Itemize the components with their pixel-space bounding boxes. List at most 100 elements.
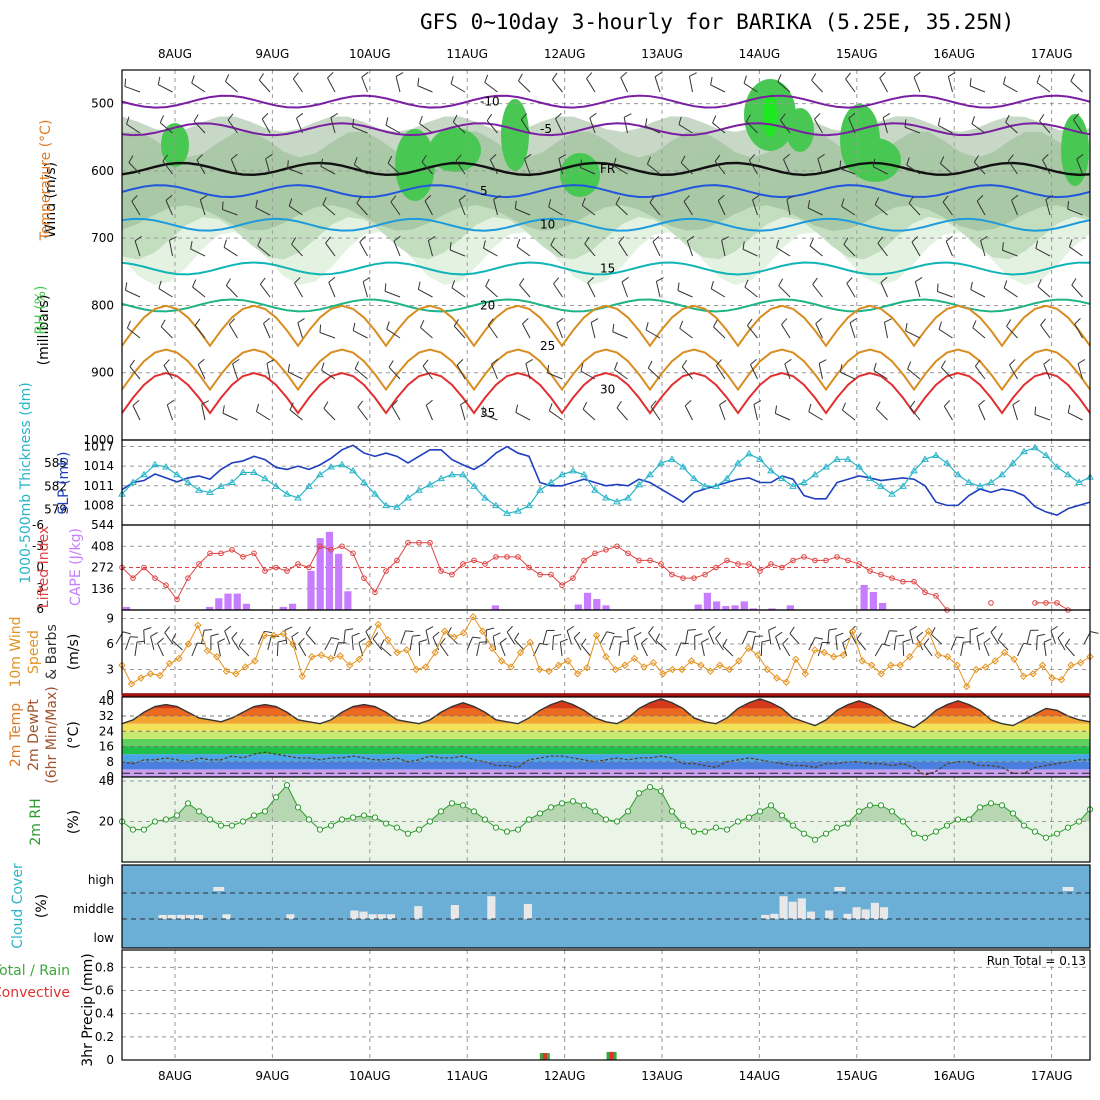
upper-wind-barb bbox=[1036, 82, 1051, 93]
lifted-index-marker bbox=[262, 568, 268, 574]
upper-wind-barb bbox=[840, 371, 856, 380]
wind-speed-marker bbox=[706, 667, 715, 675]
upper-wind-barb bbox=[225, 81, 238, 93]
upper-wind-barb-flag bbox=[125, 282, 128, 291]
surface-wind-barb-flag bbox=[380, 639, 385, 648]
rh-axis-label: RH (%) bbox=[33, 286, 49, 335]
upper-wind-barb-flag bbox=[839, 160, 842, 169]
thickness-marker bbox=[855, 463, 863, 470]
upper-wind-barb bbox=[753, 404, 758, 421]
cloud-middle-bar bbox=[779, 896, 788, 919]
isotherm-label: 35 bbox=[480, 406, 495, 420]
upper-wind-barb-flag bbox=[948, 72, 956, 77]
upper-wind-barb bbox=[681, 366, 693, 380]
upper-wind-barb-flag bbox=[969, 78, 972, 87]
upper-wind-barb-flag bbox=[877, 236, 884, 244]
surface-wind-barb-flag bbox=[882, 643, 891, 647]
rh-marker bbox=[910, 830, 918, 837]
rh-marker bbox=[1053, 830, 1061, 837]
upper-wind-barb bbox=[883, 322, 888, 339]
wind-speed-marker bbox=[839, 651, 847, 659]
surface-wind-barb bbox=[842, 642, 848, 657]
upper-wind-barb bbox=[621, 281, 628, 298]
surface-wind-barb bbox=[1064, 645, 1075, 657]
surface-wind-barb-flag bbox=[620, 640, 629, 643]
cloud-middle-bar bbox=[386, 914, 395, 919]
upper-wind-barb bbox=[941, 367, 953, 380]
wind-speed-marker bbox=[934, 651, 942, 659]
cloud-middle-bar bbox=[797, 898, 806, 919]
millibars-axis-label: (millibars) bbox=[36, 295, 52, 366]
thickness-marker bbox=[778, 474, 786, 482]
upper-wind-barb bbox=[581, 204, 596, 216]
surface-wind-barb-flag bbox=[372, 632, 379, 640]
precip-tick: 0.8 bbox=[95, 960, 114, 974]
isotherm-line bbox=[121, 348, 1091, 392]
rh-marker bbox=[800, 830, 808, 837]
upper-wind-barb bbox=[190, 248, 206, 257]
lifted-index-marker bbox=[614, 543, 620, 550]
upper-wind-barb bbox=[974, 365, 986, 380]
cape-bar bbox=[233, 593, 241, 610]
lifted-index-marker bbox=[801, 554, 807, 560]
upper-wind-barb bbox=[159, 122, 173, 134]
upper-wind-barb bbox=[976, 200, 986, 216]
upper-wind-barb-flag bbox=[449, 242, 452, 251]
upper-wind-barb bbox=[525, 363, 531, 380]
surface-wind-barb bbox=[191, 642, 198, 657]
cape-tick: 544 bbox=[91, 518, 114, 532]
upper-wind-barb bbox=[131, 201, 141, 216]
thickness-marker bbox=[448, 470, 456, 478]
lifted-index-marker bbox=[658, 561, 664, 567]
thickness-marker bbox=[294, 493, 302, 501]
upper-wind-barb bbox=[359, 241, 368, 257]
upper-wind-barb-flag bbox=[227, 113, 234, 121]
upper-wind-barb-flag bbox=[424, 195, 432, 202]
surface-wind-barb bbox=[466, 636, 474, 651]
lifted-tick: 3 bbox=[36, 581, 44, 595]
surface-wind-barb bbox=[950, 636, 957, 651]
wind-speed-marker bbox=[137, 674, 145, 682]
surface-wind-barb-flag bbox=[1064, 638, 1071, 646]
upper-wind-barb bbox=[1071, 284, 1083, 298]
upper-wind-barb-flag bbox=[841, 402, 846, 411]
lifted-index-marker bbox=[581, 557, 587, 564]
surface-wind-barb-flag bbox=[969, 627, 978, 631]
rh-marker bbox=[965, 816, 973, 823]
rh-tick: 20 bbox=[99, 815, 114, 829]
cloud-middle-bar bbox=[176, 914, 185, 919]
rh-marker bbox=[327, 822, 335, 829]
wind-speed-line bbox=[121, 615, 1091, 688]
wind-speed-marker bbox=[251, 657, 259, 665]
rh-marker bbox=[613, 818, 621, 825]
upper-wind-barb bbox=[652, 241, 661, 257]
surface-wind-barb bbox=[983, 642, 990, 657]
wind-speed-marker bbox=[213, 653, 221, 661]
wind-speed-marker bbox=[365, 640, 373, 648]
surface-wind-barb-flag bbox=[439, 638, 446, 645]
wind-speed-marker bbox=[497, 657, 506, 665]
wind-speed-marker bbox=[886, 661, 895, 669]
surface-wind-barb-flag bbox=[231, 631, 238, 639]
pressure-tick: 800 bbox=[91, 298, 114, 312]
upper-wind-barb bbox=[778, 285, 791, 298]
surface-wind-barb bbox=[351, 636, 354, 651]
upper-wind-barb-flag bbox=[259, 277, 266, 285]
upper-wind-barb-flag bbox=[649, 195, 655, 203]
upper-wind-barb bbox=[748, 160, 758, 175]
upper-wind-barb-flag bbox=[621, 276, 629, 283]
surface-wind-barb-flag bbox=[775, 631, 783, 638]
upper-wind-barb bbox=[294, 282, 303, 298]
isotherm-label: 15 bbox=[600, 261, 615, 275]
cape-bar bbox=[288, 603, 297, 610]
upper-wind-barb bbox=[1003, 83, 1018, 93]
upper-wind-barb-flag bbox=[808, 403, 812, 412]
upper-wind-barb bbox=[134, 240, 141, 257]
upper-wind-barb-flag bbox=[388, 360, 394, 368]
cape-bar bbox=[878, 602, 887, 610]
upper-wind-barb bbox=[744, 286, 758, 298]
isotherm-label: -10 bbox=[480, 95, 500, 109]
upper-wind-barb bbox=[391, 405, 401, 421]
wind-speed-marker bbox=[146, 670, 155, 678]
wind-speed-marker bbox=[554, 661, 563, 669]
